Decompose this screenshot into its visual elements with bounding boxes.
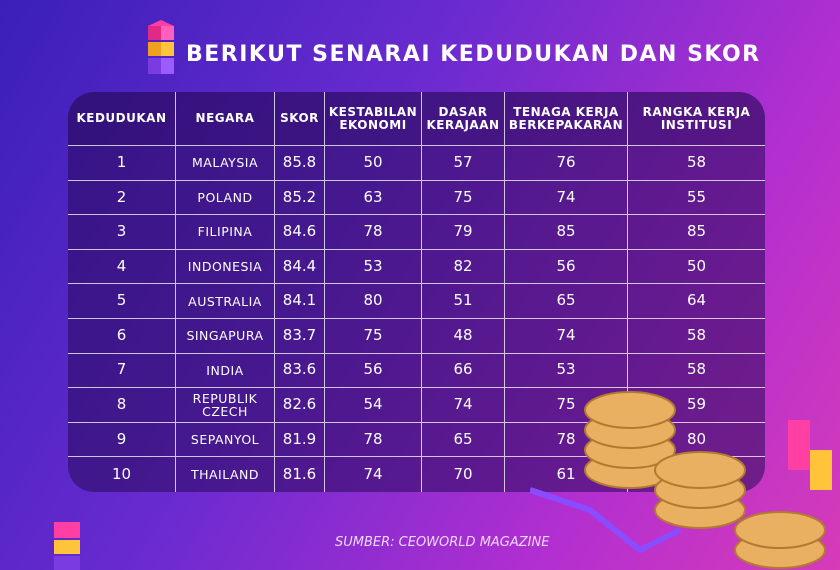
- value-cell: 8: [68, 388, 176, 423]
- value-cell: 74: [505, 318, 628, 354]
- value-cell: 82.6: [275, 388, 325, 423]
- value-cell: 83.7: [275, 318, 325, 354]
- value-cell: 3: [68, 215, 176, 250]
- value-cell: 82: [422, 249, 505, 285]
- value-cell: 63: [325, 180, 422, 216]
- value-cell: 79: [422, 215, 505, 250]
- column-header: KEDUDUKAN: [68, 92, 176, 146]
- value-cell: 84.6: [275, 215, 325, 250]
- country-cell: REPUBLIK CZECH: [176, 388, 275, 423]
- country-cell: SINGAPURA: [176, 318, 275, 354]
- value-cell: 65: [505, 284, 628, 319]
- value-cell: 50: [628, 250, 765, 285]
- column-header: SKOR: [275, 92, 325, 146]
- coins-decoration: [530, 391, 832, 569]
- country-cell: AUSTRALIA: [176, 284, 275, 319]
- value-cell: 74: [505, 180, 628, 216]
- value-cell: 56: [505, 249, 628, 285]
- value-cell: 55: [628, 181, 765, 216]
- value-cell: 7: [68, 353, 176, 389]
- value-cell: 53: [325, 249, 422, 285]
- value-cell: 65: [422, 422, 505, 458]
- value-cell: 10: [68, 457, 176, 492]
- cube-decoration: [54, 522, 80, 570]
- column-header: TENAGA KERJA BERKEPAKARAN: [505, 92, 628, 146]
- country-cell: FILIPINA: [176, 215, 275, 250]
- value-cell: 58: [628, 146, 765, 181]
- value-cell: 59: [628, 388, 765, 423]
- value-cell: 74: [422, 388, 505, 423]
- country-cell: THAILAND: [176, 457, 275, 492]
- value-cell: 51: [422, 284, 505, 319]
- value-cell: 9: [68, 422, 176, 458]
- country-cell: POLAND: [176, 180, 275, 216]
- value-cell: 84.4: [275, 249, 325, 285]
- value-cell: 56: [325, 353, 422, 389]
- value-cell: 5: [68, 284, 176, 319]
- value-cell: 81.6: [275, 457, 325, 492]
- cube-icon: [148, 20, 174, 74]
- value-cell: 50: [325, 146, 422, 181]
- value-cell: 6: [68, 318, 176, 354]
- value-cell: 58: [628, 319, 765, 354]
- value-cell: 81.9: [275, 422, 325, 458]
- value-cell: 64: [628, 284, 765, 319]
- column-header: KESTABILAN EKONOMI: [325, 92, 422, 146]
- value-cell: 70: [422, 457, 505, 492]
- column-header: NEGARA: [176, 92, 275, 146]
- value-cell: 83.6: [275, 353, 325, 389]
- value-cell: 75: [422, 180, 505, 216]
- country-cell: INDIA: [176, 353, 275, 389]
- column-header: DASAR KERAJAAN: [422, 92, 505, 146]
- value-cell: 85.2: [275, 180, 325, 216]
- value-cell: 78: [325, 215, 422, 250]
- value-cell: 78: [325, 422, 422, 458]
- source: SUMBER: CEOWORLD MAGAZINE: [335, 535, 550, 550]
- value-cell: 1: [68, 146, 176, 181]
- value-cell: 57: [422, 146, 505, 181]
- value-cell: 80: [325, 284, 422, 319]
- value-cell: 53: [505, 353, 628, 389]
- value-cell: 58: [628, 354, 765, 389]
- value-cell: 4: [68, 249, 176, 285]
- column-header: RANGKA KERJA INSTITUSI: [628, 92, 765, 146]
- country-cell: SEPANYOL: [176, 422, 275, 458]
- value-cell: 54: [325, 388, 422, 423]
- value-cell: 2: [68, 180, 176, 216]
- country-cell: INDONESIA: [176, 249, 275, 285]
- value-cell: 85.8: [275, 146, 325, 181]
- value-cell: 84.1: [275, 284, 325, 319]
- value-cell: 85: [628, 215, 765, 250]
- title: BERIKUT SENARAI KEDUDUKAN DAN SKOR: [186, 42, 761, 67]
- value-cell: 66: [422, 353, 505, 389]
- value-cell: 48: [422, 318, 505, 354]
- value-cell: 74: [325, 457, 422, 492]
- country-cell: MALAYSIA: [176, 146, 275, 181]
- value-cell: 76: [505, 146, 628, 181]
- value-cell: 75: [325, 318, 422, 354]
- value-cell: 85: [505, 215, 628, 250]
